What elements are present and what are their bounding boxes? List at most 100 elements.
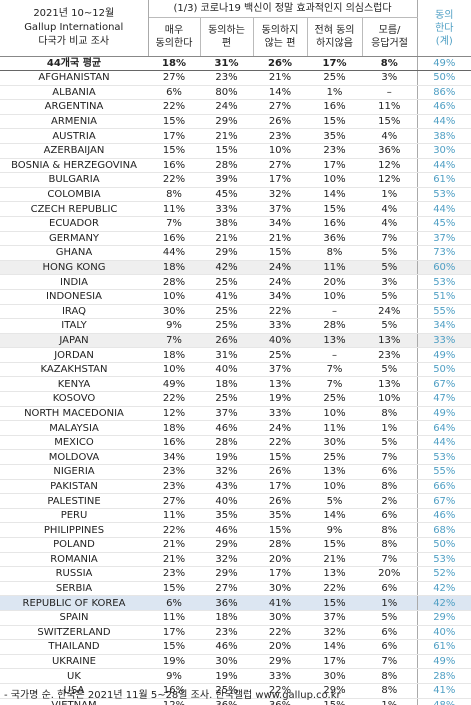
sum-header-line: 동의 <box>435 9 454 21</box>
value-cell: 80% <box>200 85 253 101</box>
value-cell: 21% <box>200 128 253 144</box>
column-header-line: 않는 편 <box>264 38 296 49</box>
value-cell: 9% <box>148 668 200 684</box>
value-cell: 27% <box>148 493 200 509</box>
sum-cell: 52% <box>416 566 471 582</box>
value-cell: 25% <box>307 70 362 86</box>
value-cell: 15% <box>307 595 362 611</box>
value-cell: 33% <box>253 406 307 422</box>
table-row: JORDAN 18% 31% 25% –23% 49% <box>0 347 471 363</box>
sum-cell: 67% <box>416 493 471 509</box>
value-cell: 20% <box>253 639 307 655</box>
table-row: PALESTINE 27% 40% 26% 5% 2% 67% <box>0 493 471 509</box>
value-cell: 23% <box>200 70 253 86</box>
sum-cell: 47% <box>416 391 471 407</box>
value-cell: 26% <box>253 56 307 71</box>
country: USA <box>0 683 148 699</box>
value-cell: 21% <box>148 552 200 568</box>
value-cell: 8% <box>362 479 418 495</box>
sum-cell: 44% <box>416 114 471 130</box>
value-cell: 18% <box>200 376 253 393</box>
country: SERBIA <box>0 581 148 597</box>
value-cell: 6% <box>362 639 418 655</box>
table-row: MOLDOVA 34% 19% 15% 25% 7% 53% <box>0 449 471 466</box>
value-cell: 24% <box>253 274 307 290</box>
sum-cell: 48% <box>416 698 471 705</box>
value-cell: 41% <box>200 289 253 305</box>
country: PHILIPPINES <box>0 522 148 538</box>
country: KAZAKHSTAN <box>0 362 148 378</box>
value-cell: 16% <box>307 216 362 232</box>
column-header-line: 매우 <box>164 25 184 36</box>
value-cell: 7% <box>148 333 200 349</box>
value-cell: 31% <box>200 347 253 363</box>
value-cell: 40% <box>200 362 253 378</box>
table-row: AFGHANISTAN 27% 23% 21% 25% 3% 50% <box>0 70 471 86</box>
table-row: KENYA 49% 18% 13% 7% 13% 67% <box>0 376 471 393</box>
value-cell: 15% <box>148 143 200 159</box>
value-cell: 28% <box>200 158 253 174</box>
value-cell: 24% <box>362 304 418 320</box>
sum-cell: 44% <box>416 158 471 174</box>
value-cell: 5% <box>362 362 418 378</box>
table-row: JAPAN 7% 26% 40% 13% 13% 33% <box>0 333 471 349</box>
value-cell: 28% <box>307 318 362 334</box>
table-row: INDONESIA 10% 41% 34% 10% 5% 51% <box>0 289 471 305</box>
value-cell: 46% <box>200 639 253 655</box>
sum-cell: 49% <box>416 406 471 422</box>
value-cell: 7% <box>362 231 418 247</box>
sum-cell: 68% <box>416 522 471 538</box>
value-cell: 10% <box>307 289 362 305</box>
value-cell: 28% <box>253 537 307 553</box>
value-cell: 5% <box>362 318 418 334</box>
sum-cell: 37% <box>416 231 471 247</box>
value-cell: 22% <box>253 625 307 641</box>
value-cell: 44% <box>148 245 200 261</box>
value-cell: 32% <box>200 464 253 480</box>
value-cell: 14% <box>307 639 362 655</box>
value-cell: 10% <box>362 391 418 407</box>
column-header: 모름/응답거절 <box>362 17 418 57</box>
sum-cell: 42% <box>416 581 471 597</box>
value-cell: 34% <box>253 289 307 305</box>
value-cell: 10% <box>148 362 200 378</box>
value-cell: 4% <box>362 201 418 217</box>
value-cell: 21% <box>200 231 253 247</box>
value-cell: 11% <box>148 508 200 524</box>
value-cell: 2% <box>362 493 418 509</box>
value-cell: 13% <box>307 566 362 582</box>
value-cell: 13% <box>307 333 362 349</box>
value-cell: 15% <box>253 449 307 466</box>
value-cell: 20% <box>307 274 362 290</box>
country: PAKISTAN <box>0 479 148 495</box>
value-cell: 7% <box>307 376 362 393</box>
value-cell: 25% <box>253 347 307 363</box>
column-header-line: 동의하지 <box>261 25 299 36</box>
country: ARGENTINA <box>0 99 148 115</box>
country: SWITZERLAND <box>0 625 148 641</box>
value-cell: 10% <box>253 143 307 159</box>
value-cell: 49% <box>148 376 200 393</box>
value-cell: 34% <box>148 449 200 466</box>
sum-cell: 53% <box>416 187 471 203</box>
value-cell: 23% <box>148 479 200 495</box>
value-cell: 23% <box>362 347 418 363</box>
column-header: 동의하는 편 <box>200 17 254 57</box>
sum-cell: 49% <box>416 347 471 363</box>
value-cell: 9% <box>148 318 200 334</box>
value-cell: 15% <box>253 522 307 538</box>
table-row: ITALY 9% 25% 33% 28% 5% 34% <box>0 318 471 334</box>
value-cell: 18% <box>148 347 200 363</box>
value-cell: 36% <box>362 143 418 159</box>
table-row: SERBIA 15% 27% 30% 22% 6% 42% <box>0 581 471 597</box>
country: AUSTRIA <box>0 128 148 144</box>
value-cell: 25% <box>307 449 362 466</box>
value-cell: 18% <box>200 610 253 626</box>
period: 2021년 10~12월 <box>33 8 115 19</box>
country: ROMANIA <box>0 552 148 568</box>
value-cell: 12% <box>362 172 418 188</box>
value-cell: 5% <box>307 493 362 509</box>
value-cell: 15% <box>307 698 362 705</box>
value-cell: 42% <box>200 260 253 276</box>
